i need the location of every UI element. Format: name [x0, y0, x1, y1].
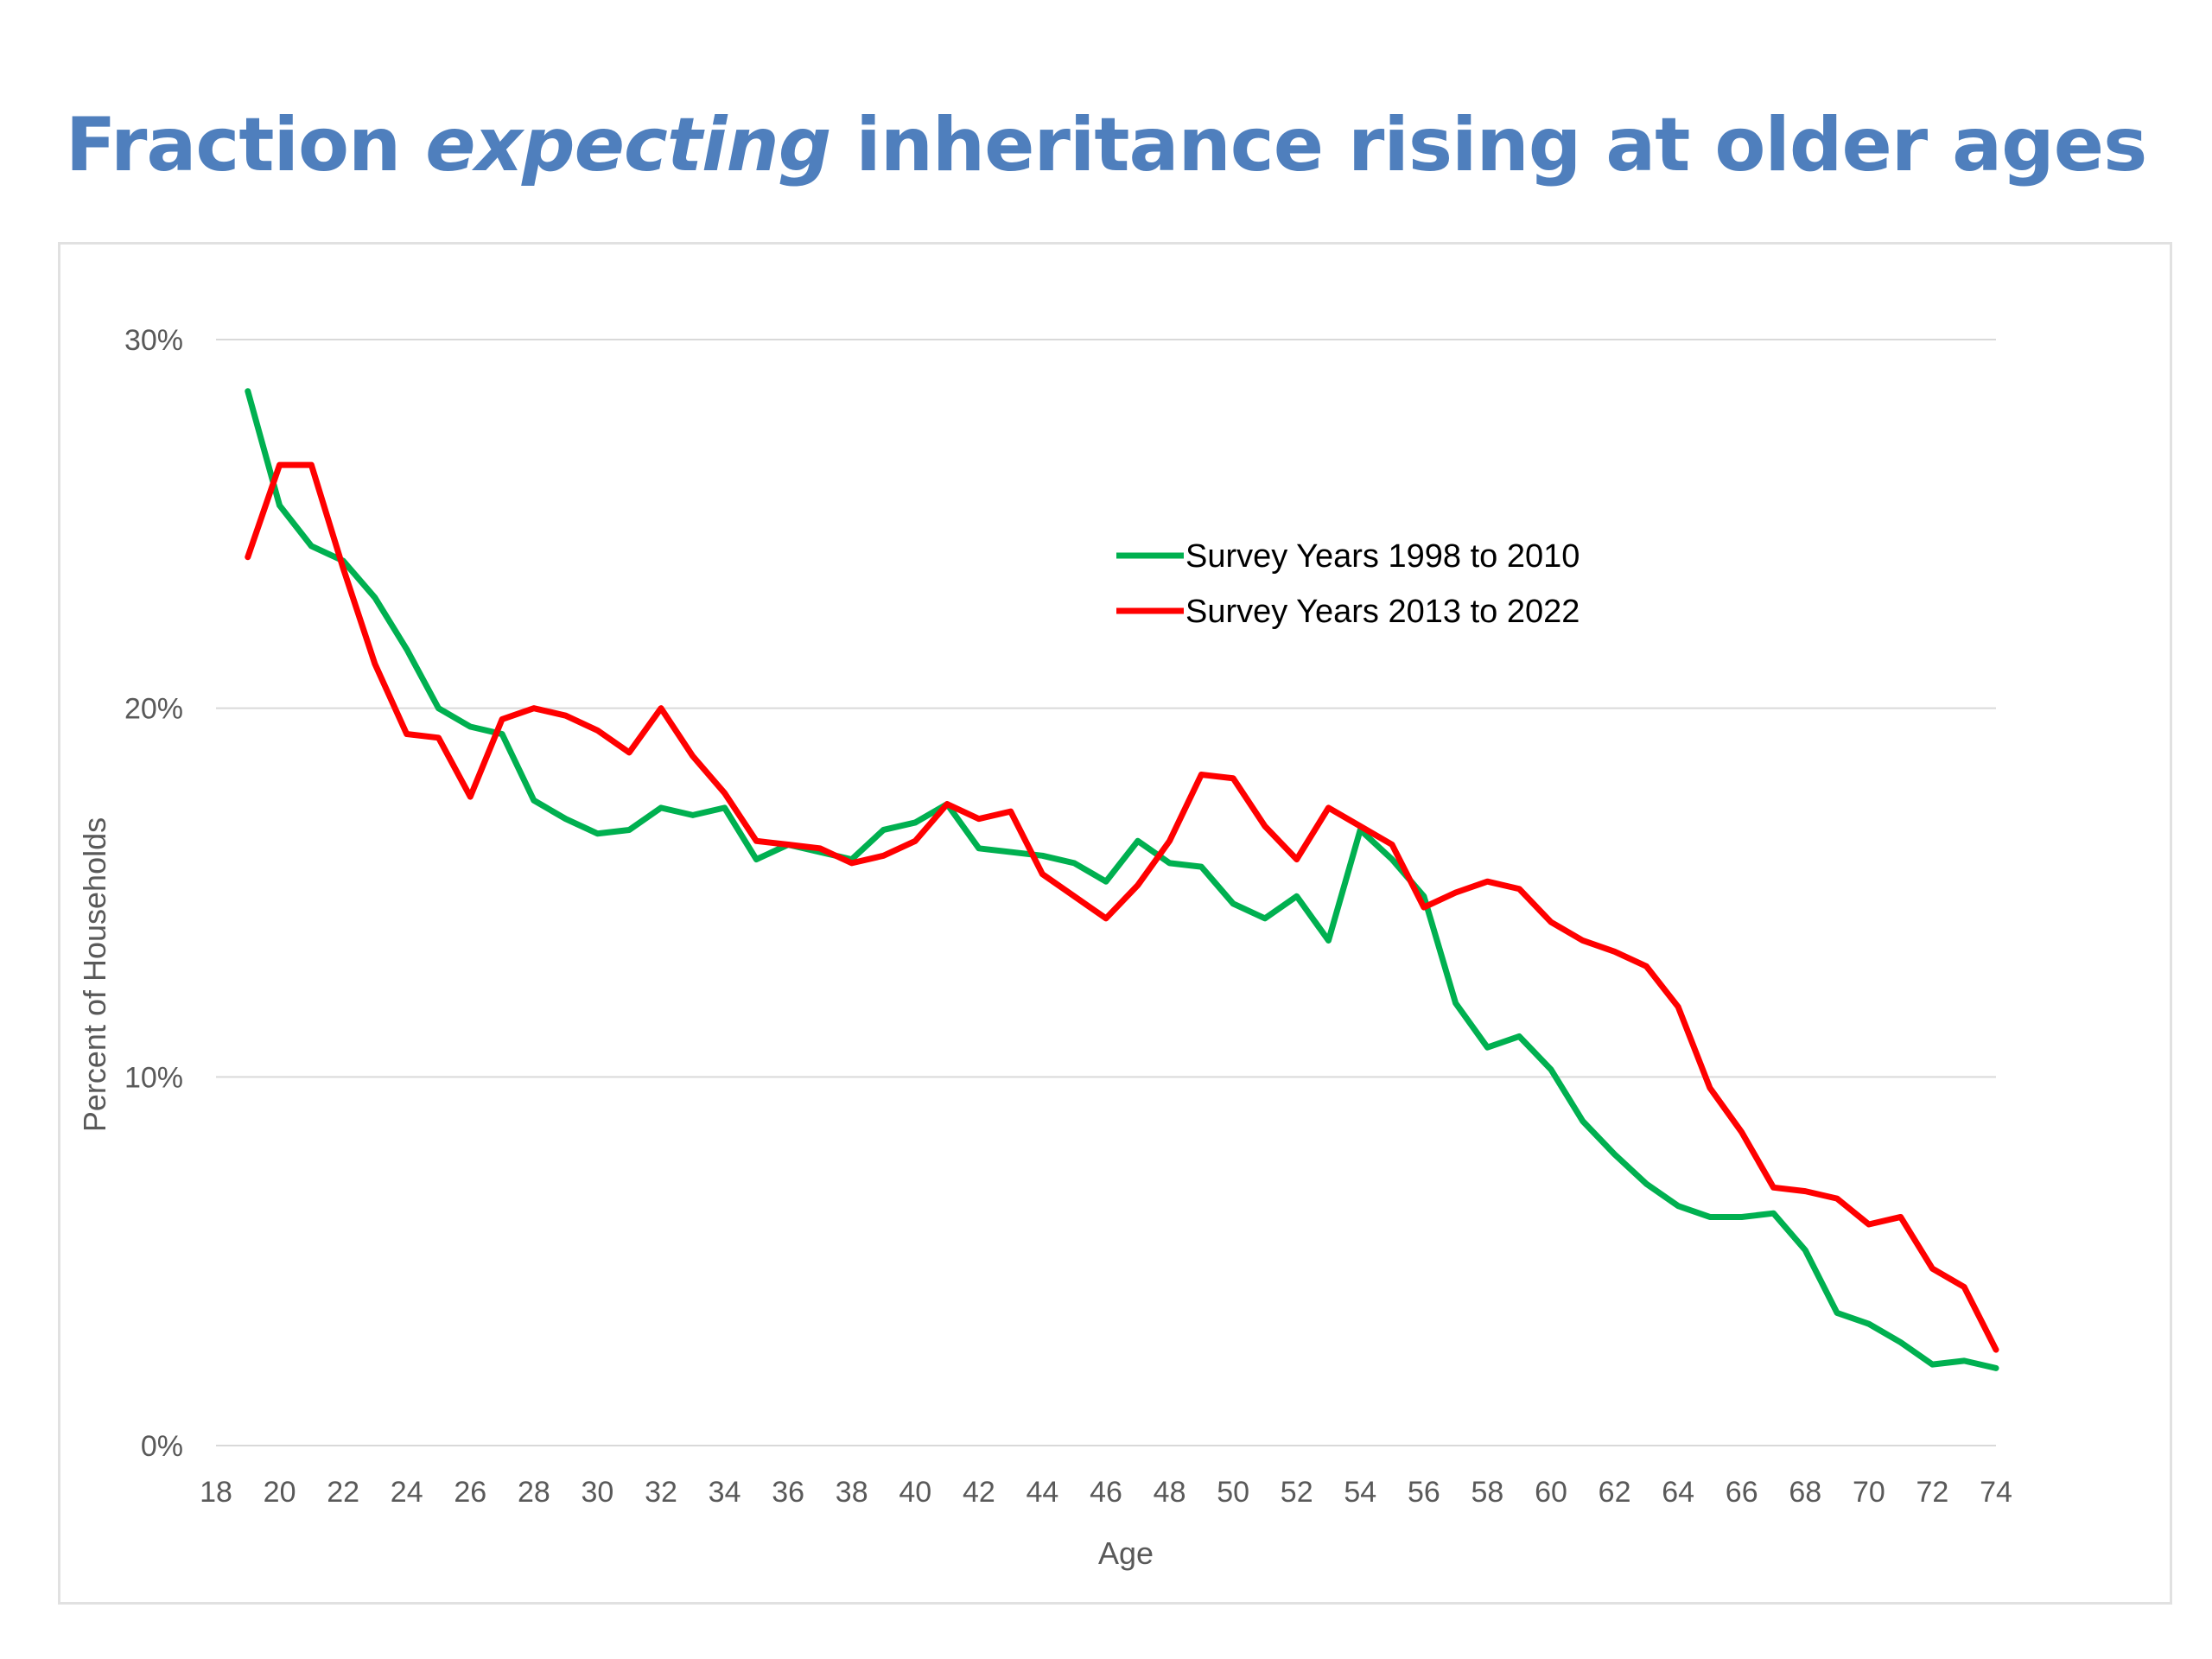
x-tick-label: 22 — [327, 1476, 359, 1509]
legend-label-2: Survey Years 2013 to 2022 — [1185, 594, 1580, 630]
x-tick-label: 20 — [264, 1476, 296, 1509]
title-emphasis: expecting — [425, 102, 831, 188]
x-tick-label: 48 — [1154, 1476, 1186, 1509]
x-tick-label: 70 — [1853, 1476, 1885, 1509]
x-tick-label: 50 — [1217, 1476, 1249, 1509]
series-line-1 — [245, 388, 1999, 1371]
y-axis-label: Percent of Households — [77, 817, 112, 1132]
x-tick-label: 54 — [1344, 1476, 1376, 1509]
series-line-2 — [245, 461, 1999, 1353]
x-tick-label: 52 — [1281, 1476, 1313, 1509]
x-tick-label: 40 — [899, 1476, 931, 1509]
x-tick-label: 32 — [645, 1476, 677, 1509]
line-chart: 0% 10% 20% 30% 18 20 22 24 26 28 30 32 34 36 38 40 42 44… — [77, 324, 2012, 1571]
x-tick-label: 30 — [582, 1476, 614, 1509]
x-tick-label: 68 — [1789, 1476, 1821, 1509]
x-tick-label: 28 — [518, 1476, 550, 1509]
y-tick-label: 0% — [141, 1430, 183, 1463]
y-tick-label: 20% — [124, 693, 183, 726]
x-tick-label: 56 — [1408, 1476, 1440, 1509]
x-tick-label: 72 — [1916, 1476, 1949, 1509]
legend: Survey Years 1998 to 2010 Survey Years 20… — [1116, 538, 1580, 630]
x-tick-label: 38 — [836, 1476, 868, 1509]
x-tick-label: 58 — [1471, 1476, 1504, 1509]
series-lines — [245, 388, 1999, 1371]
chart-frame: 0% 10% 20% 30% 18 20 22 24 26 28 30 32 34 36 38 40 42 44… — [58, 242, 2172, 1605]
y-tick-label: 30% — [124, 324, 183, 357]
x-tick-label: 74 — [1980, 1476, 2012, 1509]
y-tick-label: 10% — [124, 1061, 183, 1094]
x-tick-label: 62 — [1599, 1476, 1631, 1509]
x-axis-label: Age — [1098, 1535, 1154, 1571]
x-tick-label: 34 — [709, 1476, 741, 1509]
y-axis-ticks: 0% 10% 20% 30% — [124, 324, 183, 1463]
slide-title: Fraction expecting inheritance rising at… — [0, 102, 2212, 188]
title-text-1: Fraction — [65, 102, 426, 188]
x-tick-label: 42 — [963, 1476, 995, 1509]
x-tick-label: 44 — [1027, 1476, 1059, 1509]
x-tick-label: 18 — [200, 1476, 232, 1509]
gridlines — [216, 339, 1996, 1446]
legend-label-1: Survey Years 1998 to 2010 — [1185, 538, 1580, 575]
x-tick-label: 46 — [1090, 1476, 1122, 1509]
title-text-2: inheritance rising at older ages — [830, 102, 2147, 188]
x-axis-ticks: 18 20 22 24 26 28 30 32 34 36 38 40 42 44 46 48 50 52 54 56… — [200, 1476, 2012, 1509]
x-tick-label: 26 — [454, 1476, 486, 1509]
x-tick-label: 64 — [1662, 1476, 1694, 1509]
x-tick-label: 36 — [772, 1476, 804, 1509]
x-tick-label: 24 — [391, 1476, 423, 1509]
x-tick-label: 66 — [1726, 1476, 1758, 1509]
x-tick-label: 60 — [1535, 1476, 1567, 1509]
